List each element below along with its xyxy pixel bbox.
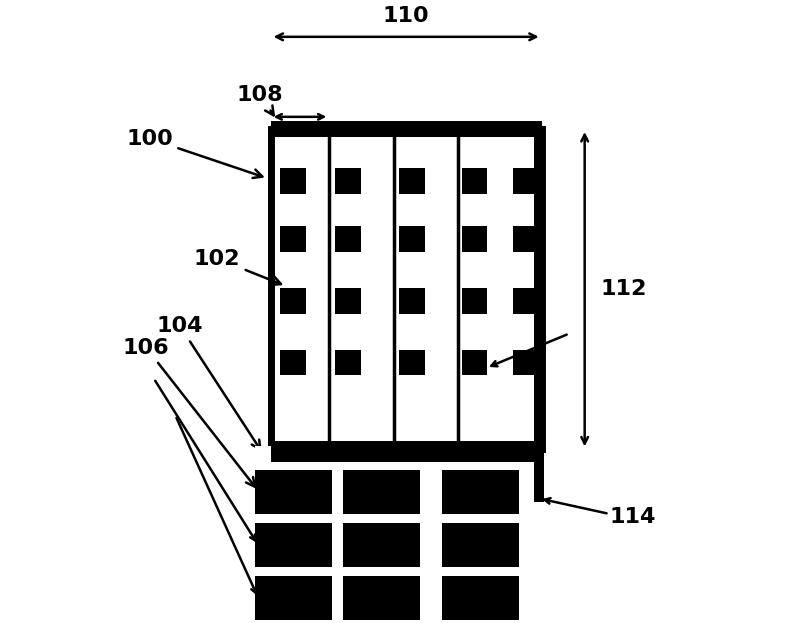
- Bar: [398, 350, 425, 376]
- Bar: [255, 470, 332, 514]
- Bar: [335, 168, 362, 194]
- Bar: [270, 129, 542, 449]
- Bar: [270, 441, 542, 457]
- Bar: [280, 288, 306, 314]
- Text: 108: 108: [237, 85, 283, 115]
- Bar: [280, 226, 306, 252]
- Bar: [255, 446, 270, 462]
- Bar: [513, 226, 538, 252]
- Bar: [270, 121, 542, 136]
- Bar: [462, 350, 487, 376]
- Bar: [335, 226, 362, 252]
- Bar: [255, 523, 332, 568]
- Bar: [343, 523, 420, 568]
- Bar: [255, 446, 542, 462]
- Bar: [534, 126, 544, 502]
- Text: 110: 110: [383, 6, 430, 26]
- Bar: [462, 168, 487, 194]
- Bar: [442, 576, 519, 621]
- Bar: [335, 288, 362, 314]
- Bar: [343, 470, 420, 514]
- Bar: [442, 523, 519, 568]
- Bar: [335, 350, 362, 376]
- Bar: [462, 226, 487, 252]
- Text: 114: 114: [610, 507, 656, 527]
- Bar: [280, 168, 306, 194]
- Text: 112: 112: [600, 279, 646, 299]
- Text: 100: 100: [126, 128, 262, 178]
- Bar: [442, 470, 519, 514]
- Text: 106: 106: [123, 338, 255, 487]
- Text: 104: 104: [157, 316, 260, 450]
- Bar: [513, 350, 538, 376]
- Bar: [343, 576, 420, 621]
- Bar: [462, 288, 487, 314]
- Text: 102: 102: [194, 249, 281, 285]
- Bar: [255, 576, 332, 621]
- Bar: [398, 288, 425, 314]
- Bar: [513, 288, 538, 314]
- Bar: [398, 168, 425, 194]
- Bar: [280, 350, 306, 376]
- Bar: [513, 168, 538, 194]
- Bar: [398, 226, 425, 252]
